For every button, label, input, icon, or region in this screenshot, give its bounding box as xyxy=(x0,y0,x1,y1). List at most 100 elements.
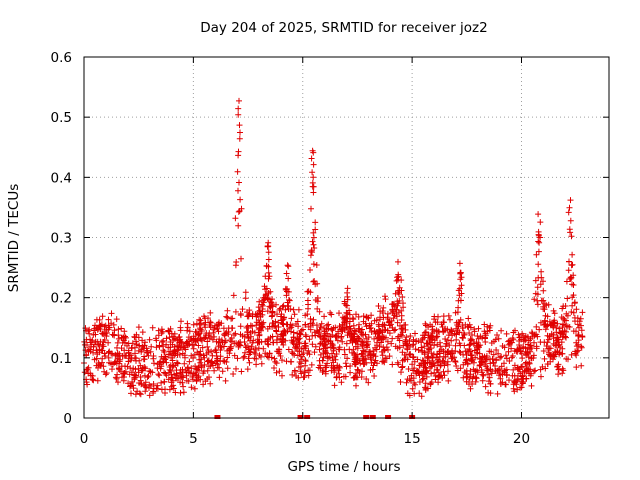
data-point xyxy=(344,285,351,292)
data-point xyxy=(238,205,245,212)
data-point xyxy=(183,372,190,379)
data-point xyxy=(289,350,296,357)
data-point xyxy=(532,277,539,284)
data-point xyxy=(237,196,244,203)
data-point xyxy=(434,341,441,348)
data-point xyxy=(258,301,265,308)
data-point xyxy=(530,352,537,359)
data-point xyxy=(198,320,204,327)
data-point xyxy=(170,385,177,392)
data-point xyxy=(398,369,404,376)
data-point xyxy=(536,326,543,333)
data-point xyxy=(97,338,104,345)
data-point xyxy=(448,355,455,362)
data-point xyxy=(556,325,563,332)
data-point xyxy=(108,310,115,317)
zero-point xyxy=(297,415,304,419)
data-point xyxy=(429,334,436,341)
data-point xyxy=(501,344,508,351)
data-point xyxy=(145,352,152,359)
data-point xyxy=(425,345,432,352)
data-point xyxy=(395,333,402,340)
data-point xyxy=(441,362,448,369)
data-point xyxy=(341,319,348,326)
data-point xyxy=(320,336,327,342)
data-point xyxy=(556,351,563,358)
data-point xyxy=(329,332,336,338)
data-point xyxy=(165,351,172,358)
data-point xyxy=(404,356,411,363)
data-point xyxy=(172,389,179,396)
data-point xyxy=(242,343,249,349)
data-point xyxy=(371,373,378,379)
data-point xyxy=(211,367,218,374)
data-point xyxy=(317,362,323,369)
data-point xyxy=(486,324,493,331)
data-point xyxy=(294,348,301,355)
data-point xyxy=(151,360,157,367)
data-point xyxy=(363,313,370,320)
data-point xyxy=(236,135,243,142)
data-point xyxy=(282,306,289,313)
data-point xyxy=(206,374,212,381)
data-point xyxy=(427,321,434,328)
data-point xyxy=(419,357,426,364)
data-point xyxy=(456,292,463,299)
data-point xyxy=(429,326,436,333)
data-point xyxy=(270,339,277,346)
data-point xyxy=(84,342,90,348)
data-point xyxy=(524,349,531,356)
data-point xyxy=(557,330,564,337)
data-point xyxy=(405,366,412,372)
data-point xyxy=(342,373,349,380)
data-point xyxy=(310,229,317,236)
data-point xyxy=(554,348,561,355)
data-point xyxy=(412,330,418,337)
data-point xyxy=(515,331,522,338)
data-point xyxy=(228,335,235,342)
data-point xyxy=(375,330,382,337)
data-point xyxy=(353,374,360,381)
data-point xyxy=(571,300,578,307)
data-point xyxy=(216,319,222,326)
data-point xyxy=(357,360,364,367)
data-point xyxy=(190,345,197,352)
data-point xyxy=(314,280,321,287)
data-point xyxy=(297,330,303,337)
data-point xyxy=(244,366,251,373)
data-point xyxy=(186,358,193,365)
data-point xyxy=(277,305,284,312)
data-point xyxy=(281,327,288,334)
data-point xyxy=(418,339,425,346)
data-point xyxy=(518,378,525,385)
data-point xyxy=(305,372,312,379)
data-point xyxy=(121,370,128,376)
data-point xyxy=(479,334,486,341)
data-point xyxy=(378,339,384,346)
data-point xyxy=(295,374,302,381)
data-point xyxy=(259,324,266,331)
data-point xyxy=(233,365,239,372)
data-point xyxy=(233,340,240,347)
data-point xyxy=(364,314,371,321)
data-point xyxy=(389,335,396,342)
data-point xyxy=(525,341,531,348)
data-point xyxy=(141,372,148,379)
data-point xyxy=(105,316,112,323)
data-point xyxy=(163,335,170,342)
data-point xyxy=(201,368,207,375)
data-point xyxy=(229,325,236,332)
data-point xyxy=(371,335,378,342)
data-point xyxy=(187,370,194,377)
data-point xyxy=(461,331,468,338)
data-point xyxy=(491,338,497,345)
data-point xyxy=(313,322,320,329)
data-point xyxy=(466,341,473,348)
data-point xyxy=(244,329,251,336)
data-point xyxy=(156,342,163,349)
data-point xyxy=(535,238,542,245)
data-point xyxy=(334,362,341,369)
data-point xyxy=(270,320,277,327)
data-point xyxy=(121,374,127,380)
data-point xyxy=(190,355,197,361)
